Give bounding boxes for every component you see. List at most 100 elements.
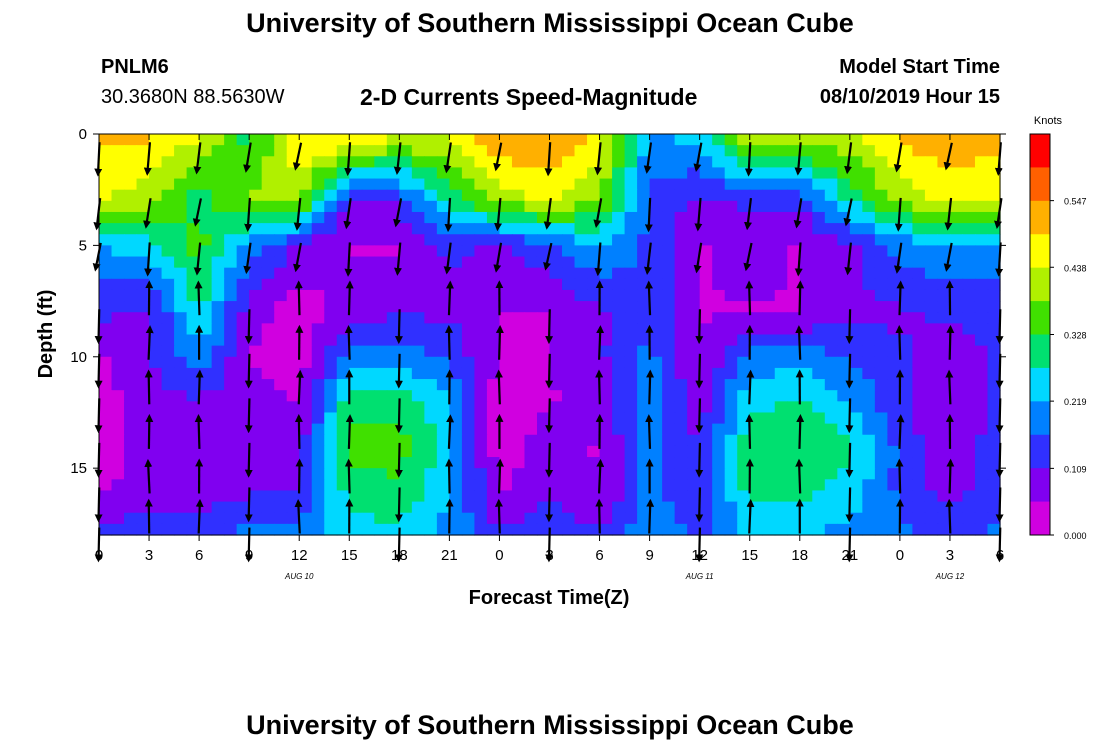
heatmap-cell [324, 167, 338, 180]
heatmap-cell [424, 234, 438, 246]
heatmap-cell [461, 211, 476, 224]
heatmap-cell [99, 145, 113, 157]
heatmap-cell [837, 434, 851, 447]
heatmap-cell [562, 334, 576, 347]
heatmap-cell [411, 434, 425, 447]
heatmap-cell [199, 167, 213, 180]
heatmap-cell [324, 468, 338, 480]
heatmap-cell [324, 312, 338, 324]
heatmap-cell [349, 345, 363, 358]
heatmap-cell [124, 200, 138, 213]
heatmap-cell [399, 501, 413, 514]
heatmap-cell [161, 223, 175, 235]
heatmap-cell [687, 390, 701, 402]
heatmap-cell [449, 434, 463, 447]
heatmap-cell [111, 390, 125, 402]
heatmap-cell [787, 178, 801, 191]
heatmap-cell [799, 334, 813, 347]
heatmap-cell [474, 390, 488, 402]
heatmap-cell [349, 189, 363, 202]
heatmap-cell [524, 379, 538, 391]
current-arrow [543, 197, 552, 230]
heatmap-cell [899, 468, 914, 480]
current-arrow [845, 442, 854, 478]
heatmap-cell [774, 178, 788, 191]
heatmap-cell [399, 479, 413, 492]
heatmap-cell [812, 390, 826, 402]
heatmap-cell [812, 412, 826, 425]
heatmap-cell [949, 490, 964, 503]
heatmap-cell [849, 167, 863, 180]
heatmap-cell [562, 367, 576, 380]
heatmap-cell [612, 501, 626, 514]
heatmap-cell [862, 223, 876, 235]
y-tick-label: 0 [79, 126, 87, 143]
heatmap-cell [211, 423, 225, 436]
heatmap-cell [261, 178, 275, 191]
heatmap-cell [311, 312, 325, 324]
heatmap-cell [799, 145, 813, 157]
heatmap-cell [649, 512, 663, 525]
current-arrow [646, 369, 655, 405]
heatmap-cell [324, 200, 338, 213]
heatmap-cell [536, 367, 551, 380]
heatmap-cell [699, 457, 713, 469]
heatmap-cell [887, 457, 901, 469]
heatmap-cell [136, 401, 150, 414]
heatmap-cell [699, 479, 713, 492]
current-arrow [144, 369, 153, 405]
heatmap-cell [486, 167, 501, 180]
heatmap-cell [324, 267, 338, 280]
heatmap-cell [862, 145, 876, 157]
current-arrow [745, 414, 754, 449]
heatmap-cell [349, 223, 363, 235]
heatmap-cell [299, 312, 313, 324]
heatmap-cell [712, 412, 726, 425]
heatmap-cell [286, 200, 300, 213]
heatmap-cell [149, 167, 163, 180]
heatmap-cell [787, 401, 801, 414]
current-arrow [294, 499, 303, 534]
heatmap-cell [637, 256, 651, 269]
heatmap-cell [336, 356, 350, 369]
heatmap-cell [174, 234, 188, 246]
heatmap-cell [837, 479, 851, 492]
heatmap-cell [311, 223, 325, 235]
heatmap-cell [274, 223, 288, 235]
heatmap-cell [424, 390, 438, 402]
x-tick-label: 21 [841, 547, 858, 564]
heatmap-cell [99, 323, 113, 336]
heatmap-cell [199, 289, 213, 302]
heatmap-cell [637, 178, 651, 191]
heatmap-cell [461, 512, 476, 525]
heatmap-cell [799, 189, 813, 202]
heatmap-cell [812, 367, 826, 380]
heatmap-cell [386, 356, 400, 369]
heatmap-cell [599, 289, 613, 302]
heatmap-cell [174, 356, 188, 369]
heatmap-cell [399, 211, 413, 224]
heatmap-cell [274, 490, 288, 503]
heatmap-cell [762, 445, 776, 458]
heatmap-cell [149, 390, 163, 402]
heatmap-cell [161, 390, 175, 402]
heatmap-cell [799, 434, 813, 447]
heatmap-cell [624, 457, 638, 469]
heatmap-cell [762, 512, 776, 525]
heatmap-cell [461, 434, 476, 447]
heatmap-cell [987, 445, 1001, 458]
heatmap-cell [486, 289, 501, 302]
heatmap-cell [386, 490, 400, 503]
heatmap-cell [674, 200, 688, 213]
heatmap-cell [737, 457, 751, 469]
heatmap-cell [837, 256, 851, 269]
heatmap-cell [349, 245, 363, 258]
heatmap-cell [974, 289, 989, 302]
heatmap-cell [499, 512, 513, 525]
heatmap-cell [361, 367, 375, 380]
heatmap-cell [286, 501, 300, 514]
heatmap-cell [649, 145, 663, 157]
heatmap-cell [674, 223, 688, 235]
heatmap-cell [812, 445, 826, 458]
heatmap-cell [924, 334, 939, 347]
